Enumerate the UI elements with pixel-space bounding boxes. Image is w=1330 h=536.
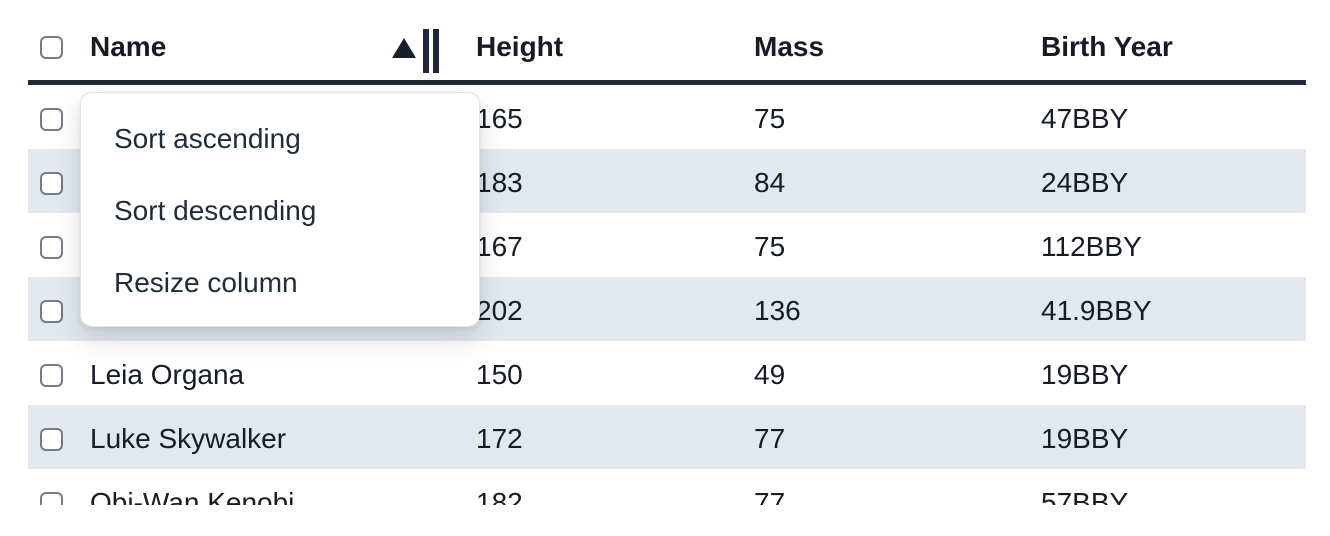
row-select-cell — [28, 232, 76, 259]
column-header-mass[interactable]: Mass — [714, 17, 1001, 63]
height-cell: 182 — [476, 486, 523, 505]
row-checkbox[interactable] — [40, 235, 63, 259]
mass-cell: 136 — [754, 294, 801, 326]
name-cell: Leia Organa — [90, 358, 245, 390]
select-all-checkbox[interactable] — [40, 35, 63, 59]
height-cell: 183 — [476, 166, 523, 198]
menu-item-sort-ascending[interactable]: Sort ascending — [114, 123, 301, 154]
table-row[interactable]: Obi-Wan Kenobi 182 77 57BBY — [28, 469, 1306, 505]
height-cell: 202 — [476, 294, 523, 326]
birth-year-cell: 19BBY — [1041, 358, 1129, 390]
mass-cell: 75 — [754, 230, 786, 262]
column-header-menu: Sort ascending Sort descending Resize co… — [80, 92, 480, 327]
row-select-cell — [28, 168, 76, 195]
birth-year-cell: 57BBY — [1041, 486, 1129, 505]
column-header-height-label: Height — [476, 30, 564, 62]
row-checkbox[interactable] — [40, 171, 63, 195]
table-row[interactable]: Leia Organa 150 49 19BBY — [28, 341, 1306, 405]
mass-cell: 49 — [754, 358, 786, 390]
row-checkbox[interactable] — [40, 299, 63, 323]
row-checkbox[interactable] — [40, 107, 63, 131]
height-cell: 165 — [476, 102, 523, 134]
birth-year-cell: 41.9BBY — [1041, 294, 1152, 326]
birth-year-cell: 19BBY — [1041, 422, 1129, 454]
column-resize-handle-icon[interactable] — [423, 29, 439, 73]
row-select-cell — [28, 360, 76, 387]
row-select-cell — [28, 488, 76, 505]
row-checkbox[interactable] — [40, 363, 63, 387]
table-row[interactable]: 167 75 112BBY — [28, 213, 1306, 277]
column-header-height[interactable]: Height — [436, 17, 714, 63]
mass-cell: 75 — [754, 102, 786, 134]
name-cell: Obi-Wan Kenobi — [90, 486, 295, 505]
table-row[interactable]: Luke Skywalker 172 77 19BBY — [28, 405, 1306, 469]
birth-year-cell: 24BBY — [1041, 166, 1129, 198]
row-checkbox[interactable] — [40, 427, 63, 451]
birth-year-cell: 112BBY — [1041, 230, 1142, 262]
height-cell: 167 — [476, 230, 523, 262]
sort-ascending-icon — [392, 38, 416, 58]
column-header-birth-year[interactable]: Birth Year — [1001, 17, 1306, 63]
mass-cell: 84 — [754, 166, 786, 198]
table-header-row: Name Height Mass Birth Year — [28, 0, 1306, 85]
column-header-name[interactable]: Name — [76, 17, 436, 63]
resize-bar — [423, 29, 429, 73]
height-cell: 172 — [476, 422, 523, 454]
resize-bar — [433, 29, 439, 73]
name-cell: Luke Skywalker — [90, 422, 287, 454]
row-select-cell — [28, 424, 76, 451]
select-all-cell — [28, 22, 76, 59]
table-row[interactable]: 165 75 47BBY — [28, 85, 1306, 149]
menu-item-resize-column[interactable]: Resize column — [114, 267, 298, 298]
row-checkbox[interactable] — [40, 491, 63, 505]
column-header-mass-label: Mass — [754, 30, 825, 62]
menu-item-sort-descending[interactable]: Sort descending — [114, 195, 317, 226]
column-header-birth-year-label: Birth Year — [1041, 30, 1173, 62]
column-header-name-label: Name — [90, 30, 167, 62]
mass-cell: 77 — [754, 486, 786, 505]
birth-year-cell: 47BBY — [1041, 102, 1129, 134]
row-select-cell — [28, 296, 76, 323]
mass-cell: 77 — [754, 422, 786, 454]
height-cell: 150 — [476, 358, 523, 390]
row-select-cell — [28, 104, 76, 131]
